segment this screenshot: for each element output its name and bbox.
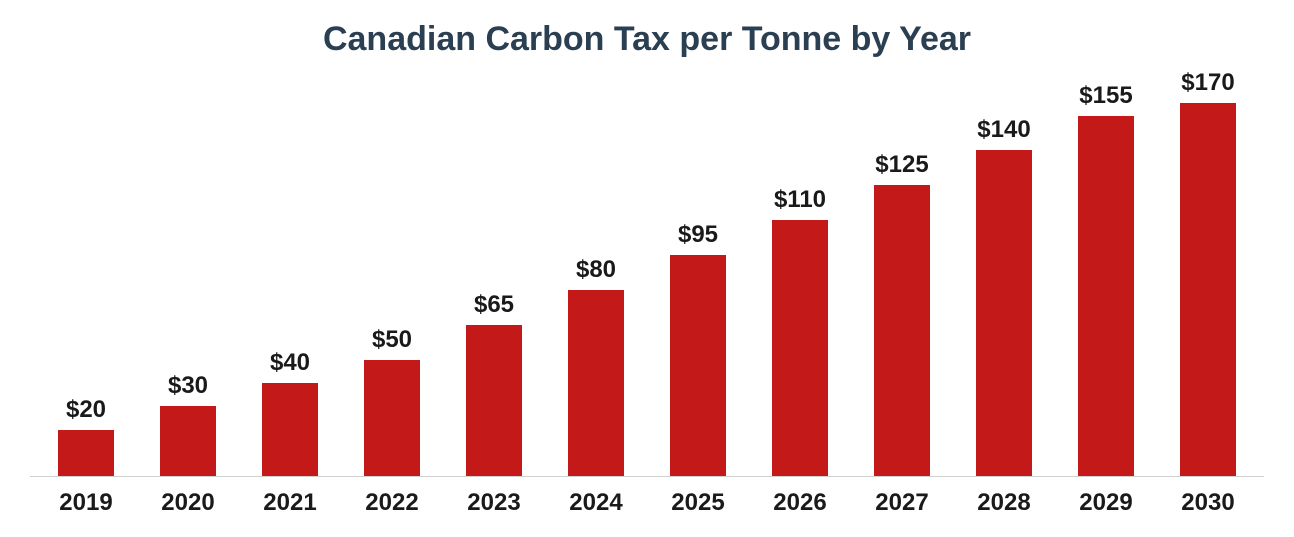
bar-value-label: $65 xyxy=(474,291,514,319)
x-axis: 2019202020212022202320242025202620272028… xyxy=(30,477,1264,517)
bar xyxy=(568,290,624,476)
bar-group: $30 xyxy=(137,69,239,476)
bar xyxy=(262,383,318,476)
bar-group: $95 xyxy=(647,69,749,476)
x-axis-label: 2028 xyxy=(953,489,1055,517)
bar-value-label: $40 xyxy=(270,349,310,377)
bar-value-label: $155 xyxy=(1079,82,1132,110)
x-axis-label: 2025 xyxy=(647,489,749,517)
x-axis-label: 2023 xyxy=(443,489,545,517)
bar-value-label: $95 xyxy=(678,221,718,249)
x-axis-label: 2027 xyxy=(851,489,953,517)
x-axis-label: 2022 xyxy=(341,489,443,517)
bar-value-label: $80 xyxy=(576,256,616,284)
plot-area: $20 $30 $40 $50 $65 $80 $95 $110 $125 $140 $155 $17… xyxy=(30,69,1264,477)
carbon-tax-chart: Canadian Carbon Tax per Tonne by Year $2… xyxy=(0,0,1294,537)
bar-value-label: $170 xyxy=(1181,69,1234,97)
bar-group: $80 xyxy=(545,69,647,476)
bar xyxy=(670,255,726,476)
bar-group: $110 xyxy=(749,69,851,476)
x-axis-label: 2021 xyxy=(239,489,341,517)
bar-value-label: $110 xyxy=(774,186,826,214)
bar-value-label: $20 xyxy=(66,396,106,424)
chart-title: Canadian Carbon Tax per Tonne by Year xyxy=(30,20,1264,59)
bar xyxy=(160,406,216,476)
bar-value-label: $30 xyxy=(168,372,208,400)
bar xyxy=(364,360,420,476)
x-axis-label: 2019 xyxy=(35,489,137,517)
bar-group: $50 xyxy=(341,69,443,476)
x-axis-label: 2029 xyxy=(1055,489,1157,517)
bar-group: $140 xyxy=(953,69,1055,476)
x-axis-label: 2026 xyxy=(749,489,851,517)
bar-value-label: $125 xyxy=(875,151,928,179)
bar-group: $65 xyxy=(443,69,545,476)
bar xyxy=(466,325,522,476)
bar xyxy=(772,220,828,476)
bar xyxy=(976,150,1032,476)
bar-group: $155 xyxy=(1055,69,1157,476)
bar xyxy=(874,185,930,476)
bar-value-label: $50 xyxy=(372,326,412,354)
bar xyxy=(58,430,114,477)
bar-group: $40 xyxy=(239,69,341,476)
x-axis-label: 2024 xyxy=(545,489,647,517)
x-axis-label: 2020 xyxy=(137,489,239,517)
bar-group: $170 xyxy=(1157,69,1259,476)
bar-group: $20 xyxy=(35,69,137,476)
x-axis-label: 2030 xyxy=(1157,489,1259,517)
bar-group: $125 xyxy=(851,69,953,476)
bar-value-label: $140 xyxy=(977,116,1030,144)
bar xyxy=(1180,103,1236,476)
bar xyxy=(1078,116,1134,476)
